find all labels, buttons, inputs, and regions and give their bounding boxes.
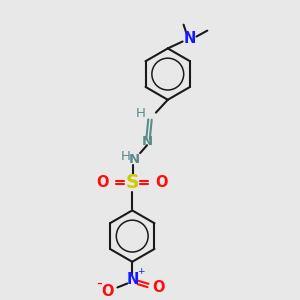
Text: O: O (101, 284, 114, 299)
Text: H: H (136, 107, 146, 120)
Text: S: S (125, 173, 139, 192)
Text: H: H (120, 150, 130, 163)
Text: O: O (156, 175, 168, 190)
Text: N: N (183, 31, 196, 46)
Text: O: O (153, 280, 165, 295)
Text: N: N (142, 135, 153, 148)
Text: O: O (96, 175, 109, 190)
Text: N: N (129, 152, 140, 166)
Text: +: + (137, 267, 145, 276)
Text: N: N (127, 272, 140, 287)
Text: -: - (96, 276, 101, 291)
